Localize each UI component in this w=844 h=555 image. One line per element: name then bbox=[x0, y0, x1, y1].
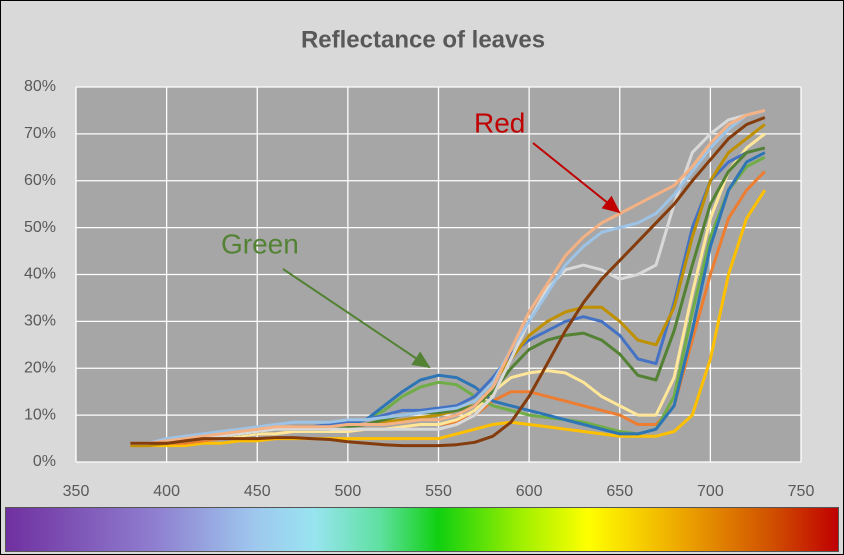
red-arrow bbox=[532, 142, 621, 214]
y-tick-label: 30% bbox=[24, 313, 56, 330]
y-tick-label: 40% bbox=[24, 266, 56, 283]
chart: Reflectance of leaves Red Green 0% 10% 20%… bbox=[24, 26, 815, 500]
x-tick-label: 500 bbox=[335, 483, 362, 500]
x-tick-label: 550 bbox=[425, 483, 452, 500]
x-tick-label: 400 bbox=[153, 483, 180, 500]
x-tick-label: 750 bbox=[788, 483, 815, 500]
x-tick-label: 450 bbox=[244, 483, 271, 500]
data-line bbox=[130, 108, 766, 445]
y-tick-label: 0% bbox=[33, 453, 56, 470]
y-tick-label: 20% bbox=[24, 359, 56, 376]
annotation: Red bbox=[474, 107, 525, 138]
y-tick-label: 50% bbox=[24, 219, 56, 236]
data-line bbox=[130, 108, 766, 445]
spectrum-bar bbox=[5, 507, 839, 552]
chart-title: Reflectance of leaves bbox=[301, 26, 545, 53]
annotation: Green bbox=[221, 228, 299, 259]
x-tick-label: 700 bbox=[697, 483, 724, 500]
y-tick-label: 60% bbox=[24, 172, 56, 189]
data-line bbox=[130, 132, 766, 445]
data-line bbox=[130, 189, 767, 448]
y-tick-label: 80% bbox=[24, 78, 56, 95]
data-line bbox=[130, 108, 766, 445]
x-tick-label: 600 bbox=[516, 483, 543, 500]
data-line bbox=[130, 116, 766, 448]
x-tick-label: 650 bbox=[606, 483, 633, 500]
x-tick-label: 350 bbox=[63, 483, 90, 500]
green-arrow bbox=[282, 268, 431, 369]
y-tick-label: 10% bbox=[24, 406, 56, 423]
y-tick-label: 70% bbox=[24, 125, 56, 142]
